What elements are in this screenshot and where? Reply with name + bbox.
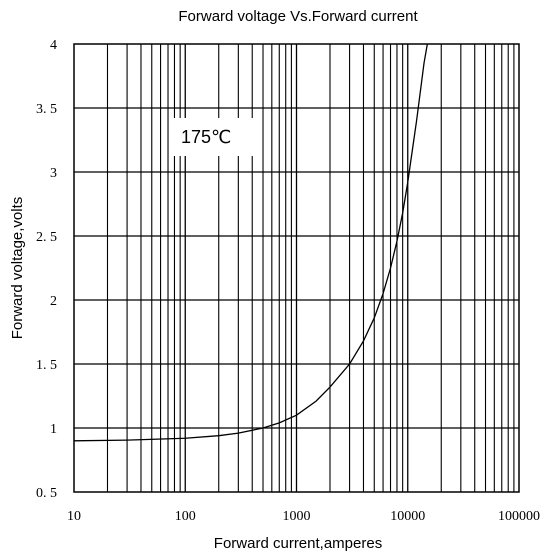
x-tick-label: 10 bbox=[67, 509, 81, 524]
y-tick-label: 1 bbox=[50, 422, 57, 437]
x-tick-label: 10000 bbox=[390, 509, 425, 524]
x-tick-label: 1000 bbox=[283, 509, 311, 524]
y-tick-label: 4 bbox=[50, 38, 57, 53]
annotation-label: 175℃ bbox=[181, 127, 231, 147]
y-tick-label: 1. 5 bbox=[36, 358, 57, 373]
y-tick-label: 3. 5 bbox=[36, 102, 57, 117]
y-tick-label: 2. 5 bbox=[36, 230, 57, 245]
y-axis-label: Forward voltage,volts bbox=[9, 197, 26, 340]
plot-frame bbox=[73, 43, 520, 493]
x-tick-label: 100 bbox=[175, 509, 196, 524]
tick-labels: 10 100 1000 10000 100000 0. 5 1 1. 5 2 2. 5 3 3. 5 4 bbox=[36, 38, 540, 524]
series-line bbox=[73, 43, 428, 442]
annotation-box bbox=[172, 118, 260, 156]
y-tick-label: 2 bbox=[50, 294, 57, 309]
x-axis-label: Forward current,amperes bbox=[214, 535, 382, 552]
x-tick-label: 100000 bbox=[498, 509, 540, 524]
y-tick-label: 0. 5 bbox=[36, 486, 57, 501]
chart-title: Forward voltage Vs.Forward current bbox=[178, 8, 418, 25]
grid bbox=[74, 44, 519, 492]
y-tick-label: 3 bbox=[50, 166, 57, 181]
